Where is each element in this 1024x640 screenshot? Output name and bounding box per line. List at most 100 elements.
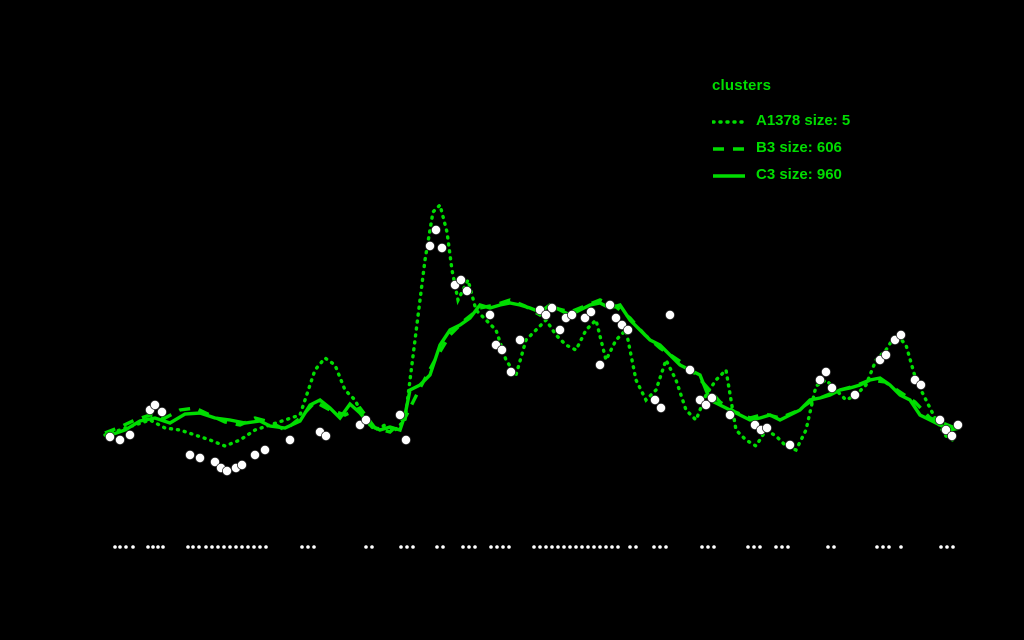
rug-mark <box>951 545 955 549</box>
scatter-point <box>567 309 578 320</box>
scatter-point <box>953 419 964 430</box>
solid-line-key-icon <box>712 173 746 178</box>
scatter-point <box>184 449 195 460</box>
rug-mark <box>532 545 536 549</box>
rug-mark <box>592 545 596 549</box>
rug-mark <box>151 545 155 549</box>
scatter-point <box>105 431 116 442</box>
series-line-dashed <box>104 298 961 435</box>
scatter-point <box>360 414 371 425</box>
scatter-point <box>725 409 736 420</box>
rug-mark <box>628 545 632 549</box>
rug-mark <box>706 545 710 549</box>
rug-mark <box>875 545 879 549</box>
scatter-point <box>623 324 634 335</box>
rug-mark <box>204 545 208 549</box>
scatter-point <box>221 465 232 476</box>
dashed-line-key-icon <box>712 146 746 151</box>
scatter-point <box>115 434 126 445</box>
scatter-point <box>685 364 696 375</box>
rug-mark <box>574 545 578 549</box>
scatter-point <box>701 399 712 410</box>
rug-mark <box>300 545 304 549</box>
scatter-point <box>496 344 507 355</box>
rug-mark <box>197 545 201 549</box>
scatter-point <box>827 382 838 393</box>
scatter-point <box>436 242 447 253</box>
rug-mark <box>118 545 122 549</box>
rug-mark <box>826 545 830 549</box>
legend-title: clusters <box>712 77 772 94</box>
scatter-point <box>430 224 441 235</box>
rug-mark <box>216 545 220 549</box>
rug-mark <box>186 545 190 549</box>
rug-mark <box>544 545 548 549</box>
scatter-point <box>850 389 861 400</box>
scatter-point <box>916 379 927 390</box>
rug-mark <box>222 545 226 549</box>
scatter-point <box>707 392 718 403</box>
scatter-point <box>656 402 667 413</box>
rug-mark <box>881 545 885 549</box>
rug-mark <box>634 545 638 549</box>
scatter-point <box>515 334 526 345</box>
rug-mark <box>604 545 608 549</box>
scatter-point <box>284 434 295 445</box>
rug-mark <box>495 545 499 549</box>
rug-mark <box>461 545 465 549</box>
rug-mark <box>210 545 214 549</box>
legend-label: A1378 size: 5 <box>756 112 851 129</box>
scatter-point <box>665 309 676 320</box>
scatter-point <box>815 374 826 385</box>
rug-mark <box>658 545 662 549</box>
scatter-point <box>249 449 260 460</box>
scatter-point <box>941 424 952 435</box>
rug-mark <box>264 545 268 549</box>
legend-item-b3: B3 size: 606 <box>712 134 850 161</box>
rug-mark <box>489 545 493 549</box>
rug-mark <box>774 545 778 549</box>
rug-mark <box>610 545 614 549</box>
rug-mark <box>752 545 756 549</box>
legend-item-a1378: A1378 size: 5 <box>712 107 850 134</box>
dotted-line-key-icon <box>712 119 746 124</box>
rug-mark <box>467 545 471 549</box>
scatter-point <box>461 285 472 296</box>
scatter-point <box>236 459 247 470</box>
scatter-point <box>935 414 946 425</box>
rug-mark <box>556 545 560 549</box>
scatter-point <box>785 439 796 450</box>
scatter-point <box>541 309 552 320</box>
rug-mark <box>399 545 403 549</box>
scatter-point <box>881 349 892 360</box>
rug-mark <box>258 545 262 549</box>
legend-label: B3 size: 606 <box>756 139 842 156</box>
rug-mark <box>598 545 602 549</box>
rug-mark <box>832 545 836 549</box>
rug-mark <box>899 545 903 549</box>
scatter-point <box>320 430 331 441</box>
scatter-point <box>580 312 591 323</box>
rug-mark <box>411 545 415 549</box>
rug-mark <box>156 545 160 549</box>
rug-mark <box>712 545 716 549</box>
scatter-point <box>896 329 907 340</box>
scatter-point <box>394 409 405 420</box>
rug-mark <box>124 545 128 549</box>
scatter-point <box>149 399 160 410</box>
rug-mark <box>246 545 250 549</box>
rug-mark <box>945 545 949 549</box>
scatter-point <box>595 359 606 370</box>
rug-mark <box>240 545 244 549</box>
scatter-point <box>484 309 495 320</box>
rug-mark <box>939 545 943 549</box>
rug-mark <box>616 545 620 549</box>
rug-mark <box>441 545 445 549</box>
scatter-point <box>586 306 597 317</box>
scatter-point <box>125 429 136 440</box>
rug-mark <box>306 545 310 549</box>
scatter-point <box>455 274 466 285</box>
scatter-point <box>194 452 205 463</box>
